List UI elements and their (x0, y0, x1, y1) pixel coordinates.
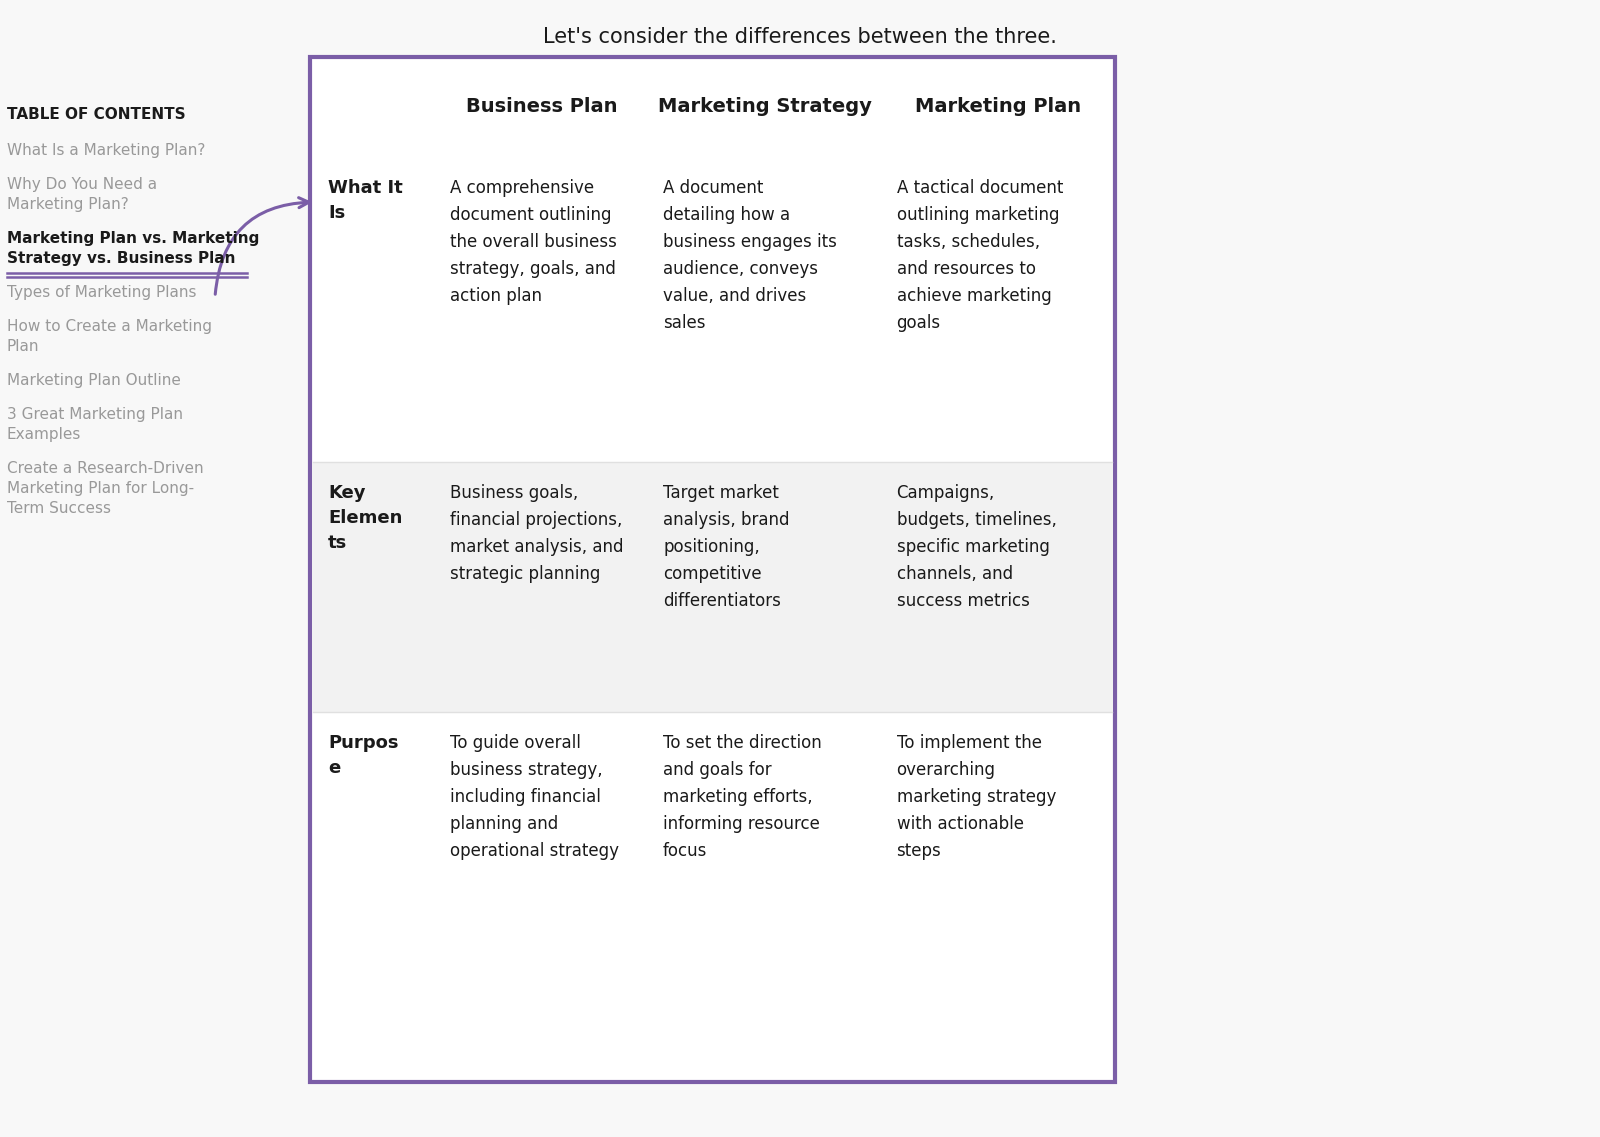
Text: Create a Research-Driven: Create a Research-Driven (6, 460, 203, 476)
Text: Why Do You Need a: Why Do You Need a (6, 177, 157, 192)
Text: To implement the
overarching
marketing strategy
with actionable
steps: To implement the overarching marketing s… (896, 735, 1056, 861)
Text: TABLE OF CONTENTS: TABLE OF CONTENTS (6, 107, 186, 122)
Text: Purpos
e: Purpos e (328, 735, 398, 777)
Text: Marketing Plan for Long-: Marketing Plan for Long- (6, 481, 194, 496)
Text: A comprehensive
document outlining
the overall business
strategy, goals, and
act: A comprehensive document outlining the o… (450, 179, 616, 306)
Text: Business Plan: Business Plan (466, 98, 618, 116)
Text: Plan: Plan (6, 339, 40, 354)
Text: To guide overall
business strategy,
including financial
planning and
operational: To guide overall business strategy, incl… (450, 735, 619, 861)
Text: Strategy vs. Business Plan: Strategy vs. Business Plan (6, 251, 235, 266)
Text: To set the direction
and goals for
marketing efforts,
informing resource
focus: To set the direction and goals for marke… (662, 735, 822, 861)
Text: A tactical document
outlining marketing
tasks, schedules,
and resources to
achie: A tactical document outlining marketing … (896, 179, 1062, 332)
Text: What Is a Marketing Plan?: What Is a Marketing Plan? (6, 143, 205, 158)
Text: Marketing Plan vs. Marketing: Marketing Plan vs. Marketing (6, 231, 259, 246)
Text: Key
Elemen
ts: Key Elemen ts (328, 484, 402, 551)
Text: What It
Is: What It Is (328, 179, 403, 222)
Text: Marketing Plan: Marketing Plan (915, 98, 1082, 116)
Bar (312, 462, 1114, 712)
Text: Business goals,
financial projections,
market analysis, and
strategic planning: Business goals, financial projections, m… (450, 484, 624, 583)
Text: Let's consider the differences between the three.: Let's consider the differences between t… (542, 27, 1058, 47)
FancyArrowPatch shape (216, 198, 309, 294)
Text: Campaigns,
budgets, timelines,
specific marketing
channels, and
success metrics: Campaigns, budgets, timelines, specific … (896, 484, 1056, 611)
Text: Marketing Plan?: Marketing Plan? (6, 197, 128, 211)
Text: Term Success: Term Success (6, 501, 110, 516)
Text: Types of Marketing Plans: Types of Marketing Plans (6, 285, 197, 300)
Text: Marketing Strategy: Marketing Strategy (658, 98, 872, 116)
Text: How to Create a Marketing: How to Create a Marketing (6, 319, 211, 334)
Text: Target market
analysis, brand
positioning,
competitive
differentiators: Target market analysis, brand positionin… (662, 484, 790, 611)
Bar (310, 57, 1115, 1082)
Text: Examples: Examples (6, 428, 82, 442)
Text: A document
detailing how a
business engages its
audience, conveys
value, and dri: A document detailing how a business enga… (662, 179, 837, 332)
Text: 3 Great Marketing Plan: 3 Great Marketing Plan (6, 407, 182, 422)
Text: Marketing Plan Outline: Marketing Plan Outline (6, 373, 181, 388)
